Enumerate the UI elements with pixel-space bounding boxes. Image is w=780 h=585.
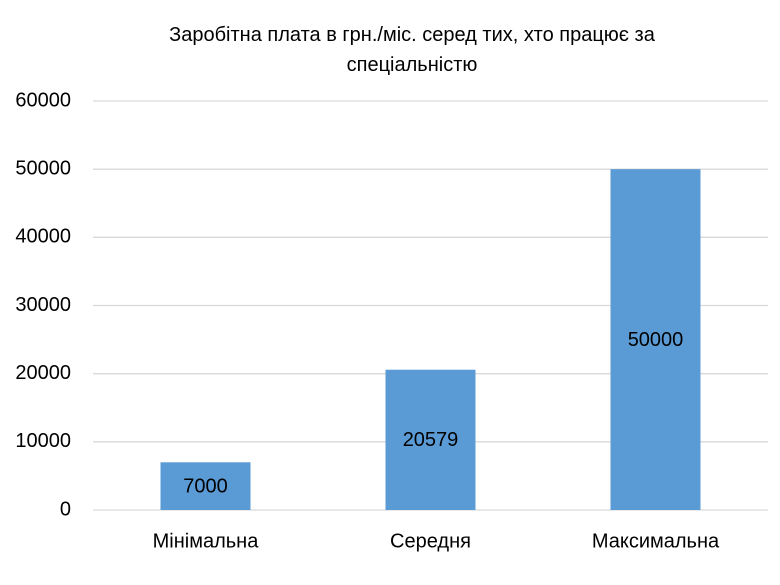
- y-tick-label: 10000: [15, 430, 71, 452]
- y-tick-label: 50000: [15, 157, 71, 179]
- data-label: 7000: [183, 475, 228, 497]
- y-tick-label: 0: [60, 498, 71, 520]
- data-label: 20579: [403, 429, 459, 451]
- y-tick-label: 30000: [15, 294, 71, 316]
- x-tick-label: Мінімальна: [153, 530, 260, 552]
- y-tick-label: 20000: [15, 362, 71, 384]
- data-label: 50000: [628, 329, 684, 351]
- bar: [610, 169, 701, 510]
- chart-title: Заробітна плата в грн./міс. серед тих, х…: [169, 24, 655, 76]
- bar: [160, 462, 251, 510]
- bar: [385, 369, 476, 510]
- y-tick-label: 60000: [15, 89, 71, 111]
- x-tick-label: Середня: [390, 530, 471, 552]
- x-tick-label: Максимальна: [592, 530, 720, 552]
- y-tick-label: 40000: [15, 226, 71, 248]
